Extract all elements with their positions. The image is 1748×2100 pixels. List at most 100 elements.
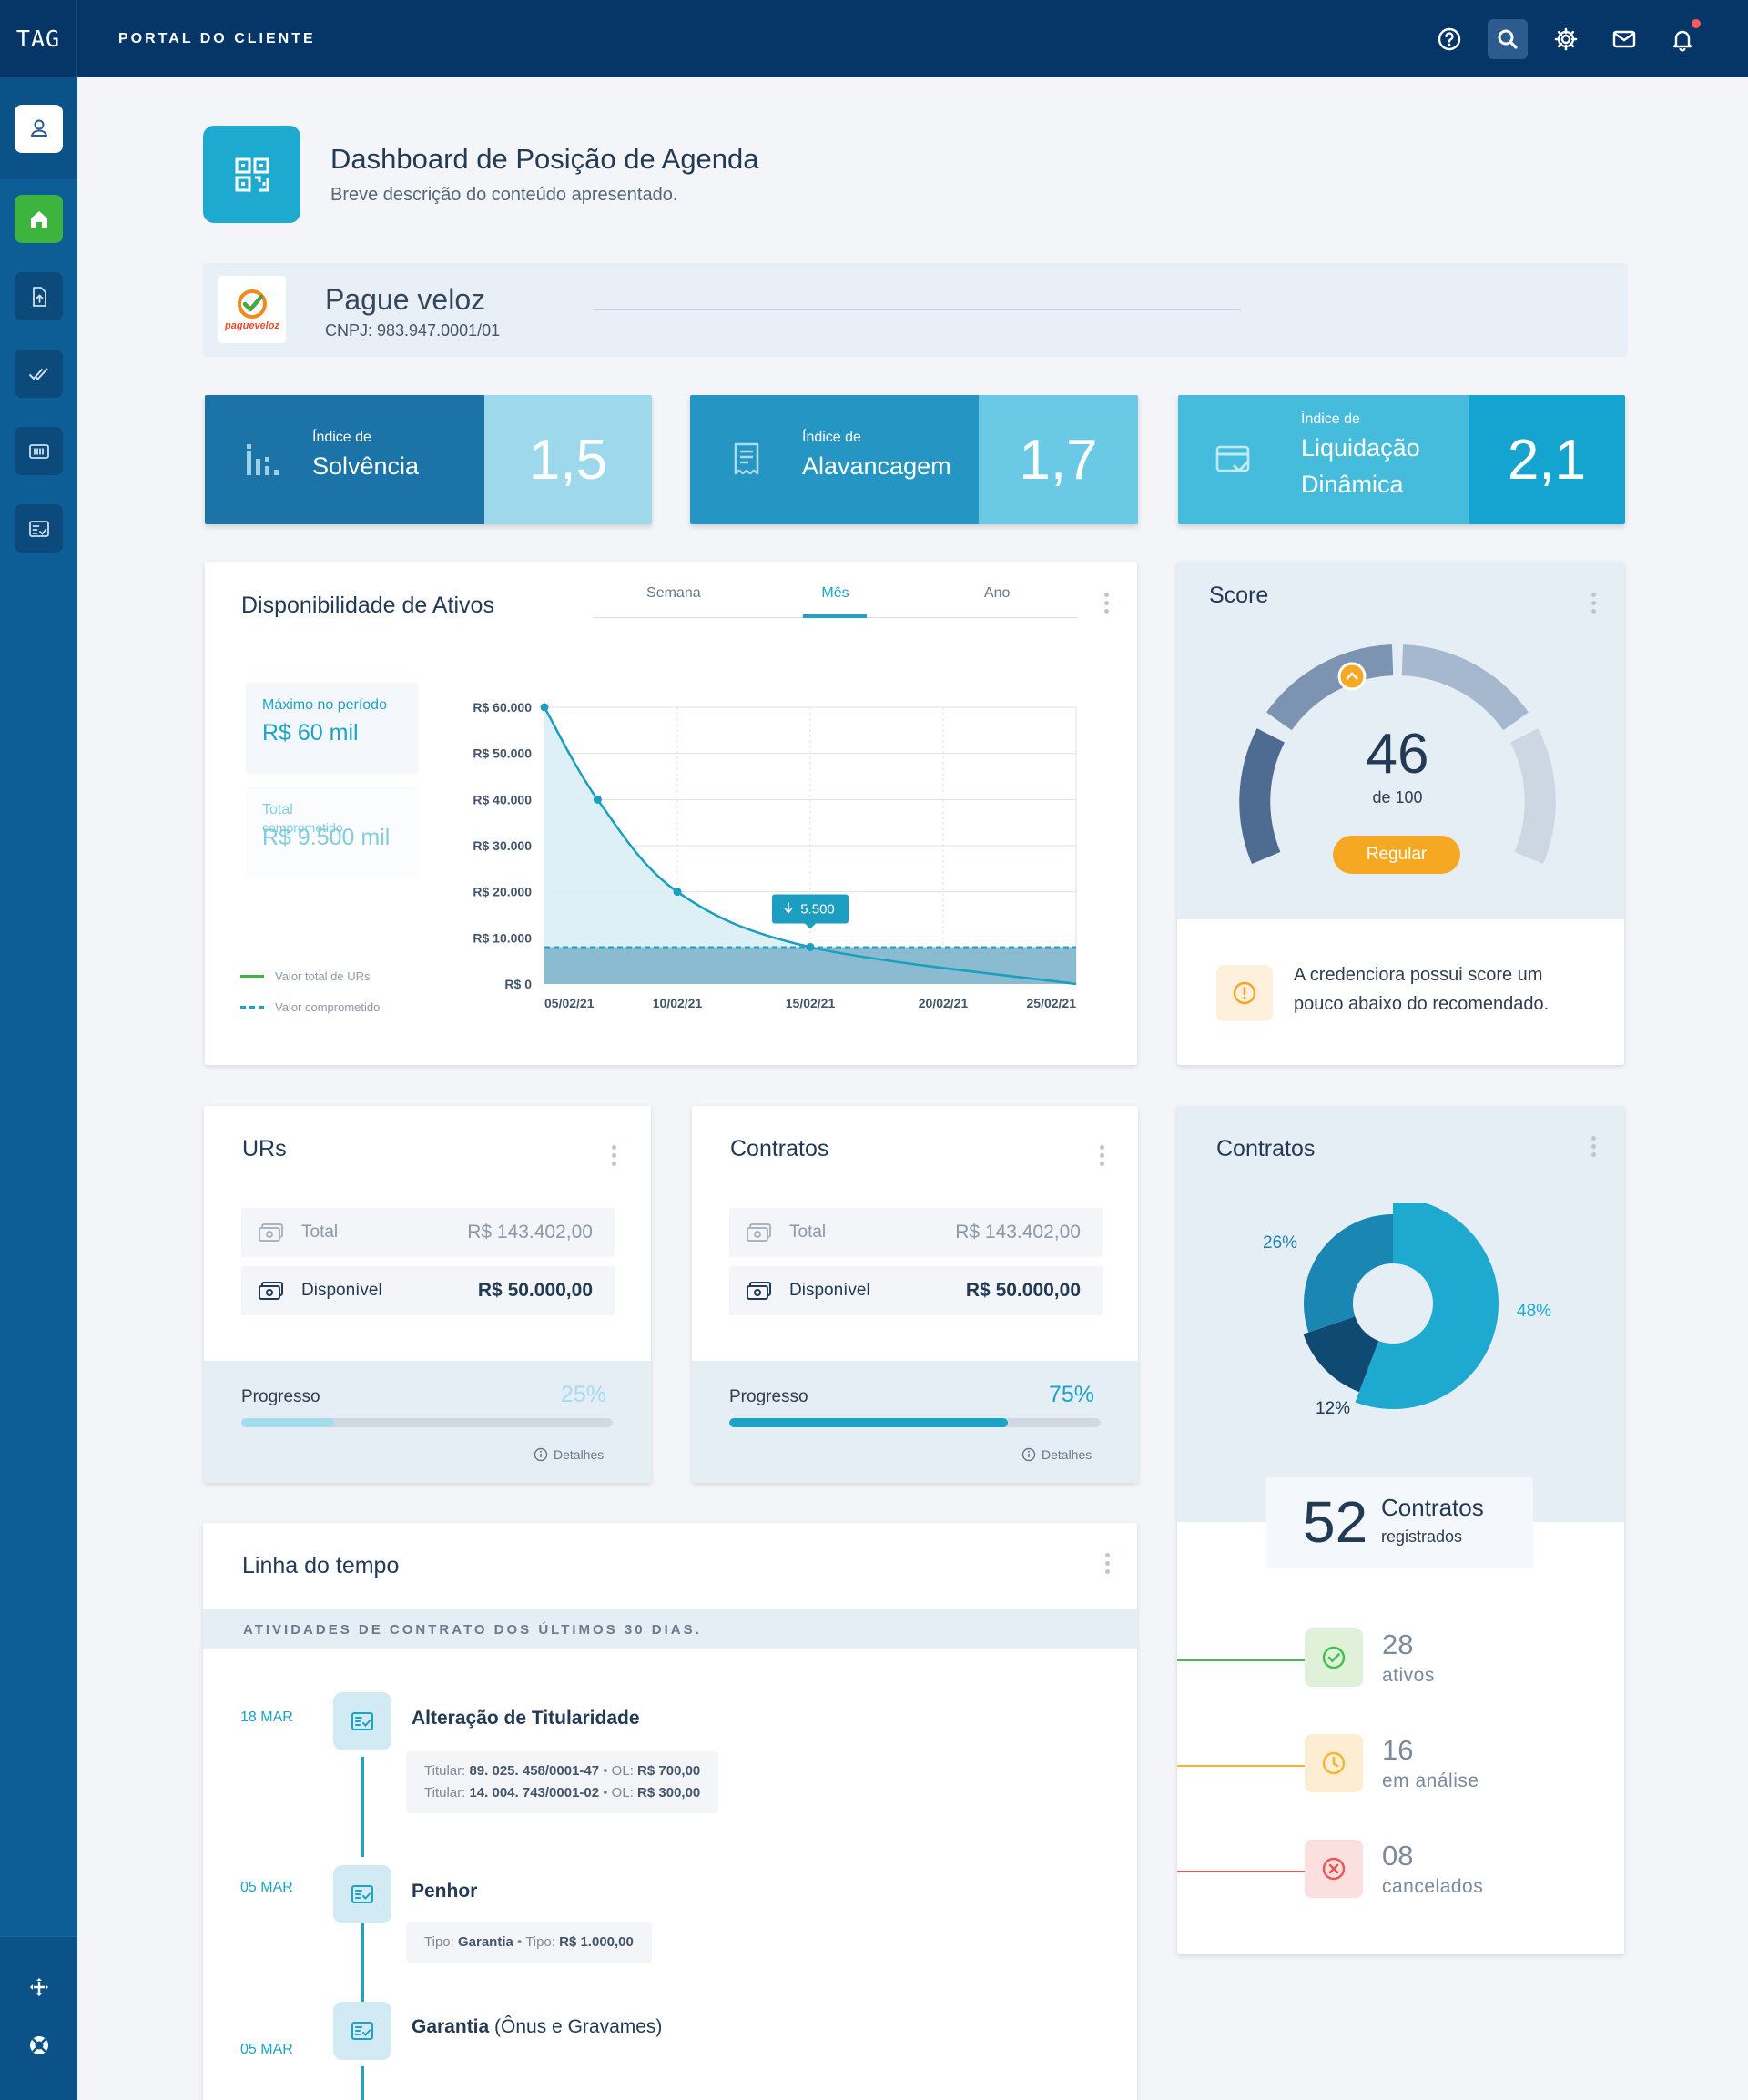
tab-semana[interactable]: Semana [646, 585, 701, 601]
user-icon[interactable] [15, 104, 63, 153]
urs-available-row: Disponível R$ 50.000,00 [241, 1266, 615, 1315]
timeline-title: Linha do tempo [242, 1553, 400, 1578]
total-committed-box: Total comprometido R$ 9.500 mil [246, 787, 419, 878]
data-point [540, 703, 549, 712]
committed-area [544, 947, 1076, 984]
status-analysis-label: em análise [1382, 1770, 1479, 1791]
contracts-donut-menu-icon[interactable] [1590, 1136, 1596, 1157]
contracts-title: Contratos [730, 1136, 829, 1162]
receipt-icon [734, 442, 759, 475]
legend-committed: Valor comprometido [240, 1000, 380, 1014]
status-active-count: 28 [1382, 1628, 1414, 1660]
urs-total-row: Total R$ 143.402,00 [241, 1208, 615, 1257]
index-card-alavancagem[interactable]: Índice de Alavancagem 1,7 [690, 395, 1138, 524]
status-cancelled: 08 cancelados [1177, 1840, 1624, 1903]
donut-label-12: 12% [1316, 1399, 1351, 1418]
max-period-label: Máximo no período [262, 697, 387, 713]
urs-menu-icon[interactable] [611, 1145, 616, 1166]
urs-progress-bar [241, 1418, 613, 1427]
home-icon[interactable] [15, 195, 63, 243]
tab-mes[interactable]: Mês [785, 585, 885, 618]
y-tick-label: R$ 0 [504, 977, 532, 991]
app-logo[interactable]: TAG [0, 0, 77, 77]
availability-chart: R$ 60.000 R$ 50.000 R$ 40.000 R$ 30.000 R$ 2… [473, 700, 1077, 1010]
upload-file-icon[interactable] [15, 272, 63, 320]
total-committed-value: R$ 9.500 mil [262, 825, 391, 850]
index-card-liquidacao[interactable]: Índice de Liquidação Dinâmica 2,1 [1178, 395, 1625, 524]
timeline-event-title[interactable]: Garantia (Ônus e Gravames) [412, 2016, 663, 2037]
qr-scan-icon [203, 126, 300, 223]
timeline-date: 05 MAR [240, 2042, 293, 2057]
index-value: 1,7 [979, 395, 1138, 524]
status-cancelled-count: 08 [1382, 1840, 1414, 1872]
cash-icon [747, 1282, 771, 1300]
search-icon[interactable] [1488, 19, 1528, 59]
tab-ano[interactable]: Ano [983, 585, 1011, 601]
donut-label-48: 48% [1517, 1302, 1552, 1321]
score-title: Score [1209, 583, 1269, 608]
gear-icon[interactable] [1546, 19, 1586, 59]
timeline-event-title[interactable]: Penhor [412, 1881, 478, 1902]
arrow-down-icon [784, 902, 793, 914]
urs-details-link[interactable]: Detalhes [534, 1447, 604, 1462]
availability-title: Disponibilidade de Ativos [241, 593, 494, 618]
company-cnpj: CNPJ: 983.947.0001/01 [325, 321, 501, 340]
score-menu-icon[interactable] [1590, 593, 1596, 614]
timeline-event-title[interactable]: Alteração de Titularidade [412, 1708, 640, 1729]
contracts-progress-fill [729, 1418, 1008, 1427]
x-tick-label: 25/02/21 [1027, 996, 1077, 1010]
donut-slice-26[interactable] [1304, 1214, 1393, 1333]
chart-tooltip-label: 5.500 [800, 901, 835, 917]
score-badge: Regular [1333, 836, 1460, 874]
cash-icon [747, 1223, 771, 1242]
double-check-icon[interactable] [15, 350, 63, 398]
y-tick-label: R$ 20.000 [473, 885, 532, 899]
timeline-menu-icon[interactable] [1104, 1553, 1110, 1574]
status-analysis-count: 16 [1382, 1734, 1414, 1766]
contracts-total-row: Total R$ 143.402,00 [729, 1208, 1103, 1257]
warning-icon [1216, 965, 1273, 1021]
page-subtitle: Breve descrição do conteúdo apresentado. [330, 185, 678, 205]
score-gauge [1239, 644, 1556, 865]
cash-icon [259, 1223, 283, 1242]
contracts-donut-title: Contratos [1216, 1136, 1316, 1162]
data-point [673, 888, 682, 897]
legend-committed-swatch [240, 1006, 264, 1009]
total-area [544, 707, 1076, 984]
move-icon[interactable] [15, 1963, 63, 2011]
donut-slice-12[interactable] [1303, 1316, 1379, 1393]
mail-icon[interactable] [1604, 19, 1644, 59]
bell-icon[interactable] [1662, 19, 1702, 59]
score-marker [1337, 662, 1367, 691]
lifebuoy-icon[interactable] [15, 2021, 63, 2069]
urs-progress-fill [241, 1418, 334, 1427]
checklist-icon [333, 1692, 391, 1750]
company-logo: pagueveloz [218, 276, 286, 343]
y-tick-label: R$ 60.000 [473, 700, 532, 715]
chart-tooltip-arrow [805, 923, 816, 929]
index-value: 1,5 [484, 395, 652, 524]
status-analysis-line [1177, 1765, 1305, 1767]
urs-total-value: R$ 143.402,00 [467, 1222, 593, 1243]
max-period-value: R$ 60 mil [262, 720, 359, 746]
contracts-details-link[interactable]: Detalhes [1021, 1447, 1092, 1462]
checklist-icon [333, 1865, 391, 1923]
index-name-line1: Liquidação [1301, 434, 1420, 462]
page-header: Dashboard de Posição de Agenda Breve des… [203, 126, 759, 223]
sidebar-user-area [0, 77, 77, 179]
barcode-icon[interactable] [15, 427, 63, 475]
x-tick-label: 20/02/21 [919, 996, 969, 1010]
index-card-solvencia[interactable]: Índice de Solvência 1,5 [205, 395, 652, 524]
score-value: 46 [1366, 723, 1429, 786]
contracts-total-number: 52 [1303, 1489, 1368, 1555]
checklist-icon[interactable] [15, 504, 63, 553]
status-analysis: 16 em análise [1177, 1734, 1624, 1798]
chart-tooltip [772, 894, 849, 924]
y-tick-label: R$ 50.000 [473, 746, 532, 761]
x-tick-label: 05/02/21 [544, 996, 595, 1010]
timeline-date: 18 MAR [240, 1709, 293, 1725]
contracts-menu-icon[interactable] [1099, 1145, 1104, 1166]
help-icon[interactable] [1429, 19, 1469, 59]
donut-slice-48[interactable] [1355, 1203, 1499, 1409]
availability-menu-icon[interactable] [1103, 593, 1109, 614]
